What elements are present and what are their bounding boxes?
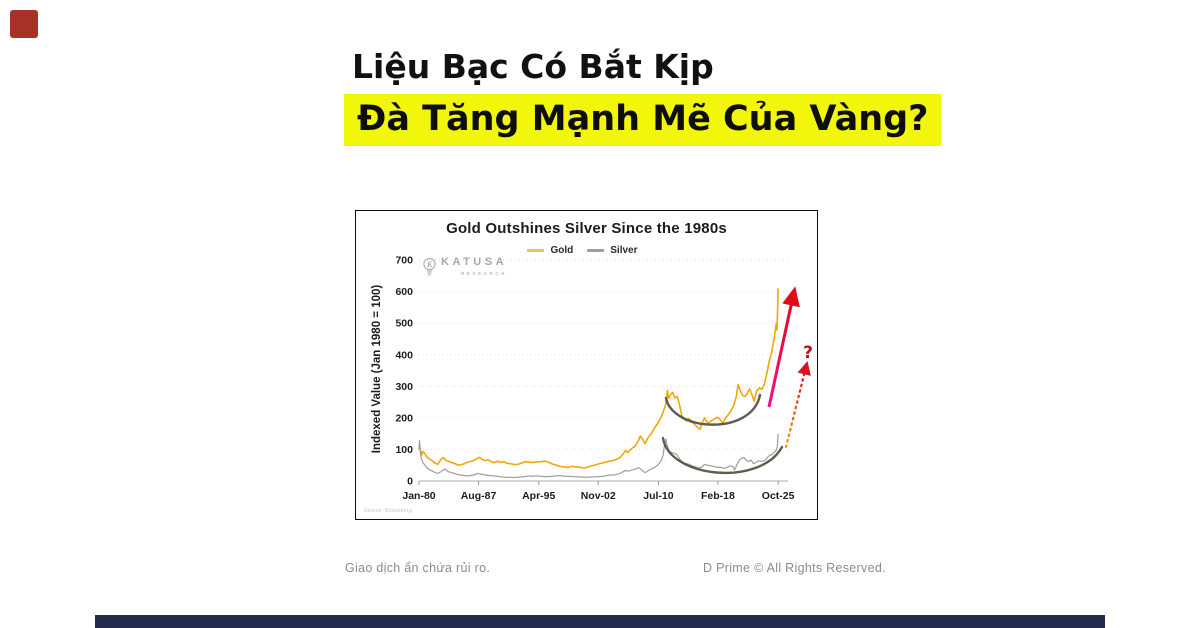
footer-disclaimer: Giao dịch ẩn chứa rủi ro. bbox=[345, 561, 491, 575]
svg-text:700: 700 bbox=[395, 255, 413, 267]
gold-legend-dash bbox=[527, 249, 545, 252]
chart-legend: Gold Silver bbox=[356, 245, 817, 256]
svg-text:Jul-10: Jul-10 bbox=[643, 490, 674, 502]
svg-text:Apr-95: Apr-95 bbox=[522, 490, 555, 502]
watermark-sub: RESEARCH bbox=[460, 271, 508, 276]
svg-text:500: 500 bbox=[395, 318, 413, 330]
silver-projection-arrow bbox=[784, 360, 811, 449]
annotation-layer: ? bbox=[661, 286, 813, 475]
series-lines bbox=[418, 288, 779, 479]
svg-text:300: 300 bbox=[395, 381, 413, 393]
silver-legend-label: Silver bbox=[610, 245, 638, 256]
silver-legend-dash bbox=[587, 249, 605, 252]
y-axis-title: Indexed Value (Jan 1980 = 100) bbox=[371, 284, 383, 454]
svg-text:200: 200 bbox=[395, 412, 413, 424]
gold-surge-arrow bbox=[767, 286, 800, 408]
y-tick-labels: 0 100 200 300 400 500 600 700 bbox=[395, 255, 413, 488]
gold-consolidation-cup bbox=[664, 393, 762, 426]
gridlines bbox=[419, 259, 788, 482]
headline-line-1: Liệu Bạc Có Bắt Kịp bbox=[352, 47, 714, 86]
katusa-watermark: K KATUSA RESEARCH bbox=[422, 257, 507, 278]
svg-text:K: K bbox=[426, 260, 433, 269]
svg-text:Aug-87: Aug-87 bbox=[461, 490, 497, 502]
chart-card: 0 100 200 300 400 500 600 700 Jan-80 Aug-87 Apr-9… bbox=[355, 210, 818, 520]
brand-accent-square bbox=[10, 10, 38, 38]
x-tick-labels: Jan-80 Aug-87 Apr-95 Nov-02 Jul-10 Feb-18 Oct-… bbox=[402, 481, 795, 502]
chart-plot: 0 100 200 300 400 500 600 700 Jan-80 Aug-87 Apr-9… bbox=[395, 255, 813, 502]
watermark-text: KATUSA RESEARCH bbox=[441, 256, 508, 277]
lightbulb-icon: K bbox=[423, 257, 436, 276]
chart-title: Gold Outshines Silver Since the 1980s bbox=[446, 220, 727, 237]
svg-text:Nov-02: Nov-02 bbox=[581, 490, 616, 502]
watermark-name: KATUSA bbox=[441, 256, 508, 268]
footer-accent-bar bbox=[95, 615, 1105, 628]
silver-consolidation-cup bbox=[661, 436, 784, 475]
footer-copyright: D Prime © All Rights Reserved. bbox=[703, 561, 886, 575]
question-mark-annotation: ? bbox=[803, 343, 813, 363]
headline-line-2-highlight: Đà Tăng Mạnh Mẽ Của Vàng? bbox=[344, 94, 942, 146]
svg-text:Jan-80: Jan-80 bbox=[402, 490, 435, 502]
svg-text:Feb-18: Feb-18 bbox=[701, 490, 735, 502]
svg-text:Oct-25: Oct-25 bbox=[762, 490, 795, 502]
svg-text:0: 0 bbox=[407, 476, 413, 488]
svg-text:400: 400 bbox=[395, 349, 413, 361]
source-note: Source: Bloomberg bbox=[364, 508, 412, 514]
svg-text:100: 100 bbox=[395, 444, 413, 456]
gold-legend-label: Gold bbox=[550, 245, 574, 256]
svg-text:600: 600 bbox=[395, 286, 413, 298]
